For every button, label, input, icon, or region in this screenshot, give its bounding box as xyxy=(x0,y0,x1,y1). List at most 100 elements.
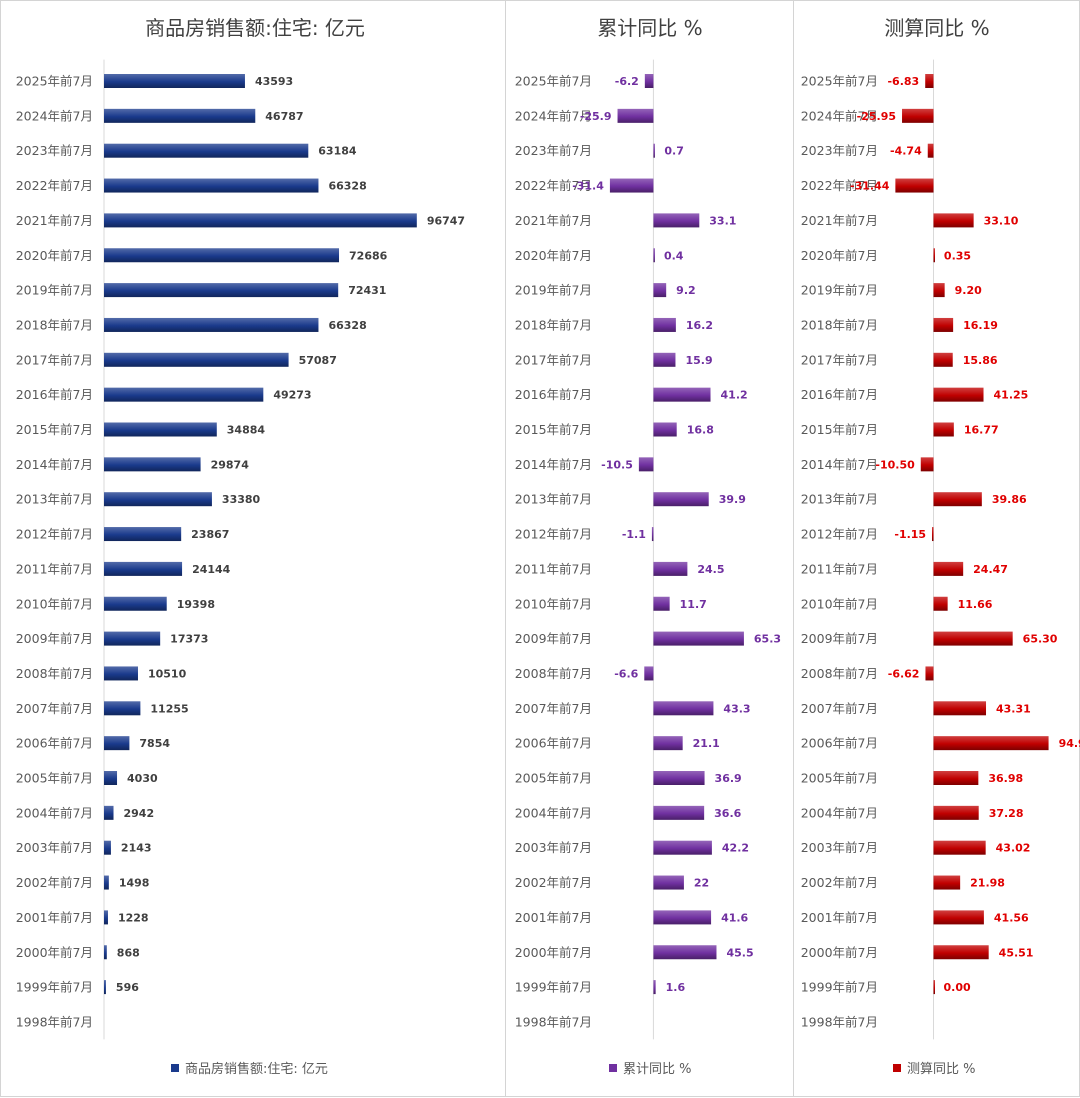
category-label: 2022年前7月 xyxy=(515,178,592,193)
category-label: 1999年前7月 xyxy=(801,980,878,995)
bar xyxy=(653,283,667,298)
data-label: 39.86 xyxy=(992,493,1027,506)
data-label: 9.20 xyxy=(955,284,982,297)
category-label: 2007年前7月 xyxy=(16,701,93,716)
bar xyxy=(104,248,340,263)
bar xyxy=(925,666,934,681)
category-label: 2012年前7月 xyxy=(801,527,878,542)
category-label: 2025年前7月 xyxy=(16,74,93,89)
category-label: 2014年前7月 xyxy=(16,457,93,472)
chart-sales-amount: 商品房销售额:住宅: 亿元 2025年前7月 43593 2024年前7月 46787 2… xyxy=(16,16,465,1077)
data-label: 41.25 xyxy=(994,389,1029,402)
data-label: 72431 xyxy=(348,284,386,297)
bar xyxy=(925,74,934,88)
bar xyxy=(104,561,183,576)
bar xyxy=(651,527,654,542)
bar xyxy=(653,631,744,646)
data-label: 41.2 xyxy=(721,389,748,402)
category-label: 2025年前7月 xyxy=(801,74,878,89)
category-label: 2025年前7月 xyxy=(515,74,592,89)
bar xyxy=(653,875,684,890)
bar xyxy=(104,736,130,751)
data-label: -10.50 xyxy=(875,458,915,471)
category-label: 2018年前7月 xyxy=(16,317,93,332)
data-label: 57087 xyxy=(299,354,337,367)
bar xyxy=(933,596,948,611)
category-label: 2006年前7月 xyxy=(16,736,93,751)
data-label: 15.86 xyxy=(963,354,998,367)
data-label: 0.35 xyxy=(944,249,971,262)
category-label: 2007年前7月 xyxy=(515,701,592,716)
data-label: 63184 xyxy=(318,145,357,158)
data-label: 11.66 xyxy=(958,598,993,611)
category-label: 2019年前7月 xyxy=(16,283,93,298)
category-label: 2018年前7月 xyxy=(801,317,878,332)
data-label: 16.77 xyxy=(964,424,999,437)
bar xyxy=(933,561,964,576)
bar xyxy=(104,701,141,716)
category-label: 2005年前7月 xyxy=(515,771,592,786)
bar xyxy=(104,143,309,158)
bar xyxy=(104,631,161,646)
bar xyxy=(104,213,417,228)
chart-cumulative-yoy: 累计同比 % 2025年前7月 -6.2 2024年前7月-25.9 2023年前7月 0… xyxy=(515,16,781,1077)
data-label: 10510 xyxy=(148,667,187,680)
data-label: 11.7 xyxy=(680,598,707,611)
category-label: 2022年前7月 xyxy=(801,178,878,193)
category-label: 2014年前7月 xyxy=(801,457,878,472)
category-label: 2001年前7月 xyxy=(515,910,592,925)
data-label: 1.6 xyxy=(666,981,686,994)
category-label: 2019年前7月 xyxy=(801,283,878,298)
bar xyxy=(932,527,934,542)
bar xyxy=(933,701,987,716)
category-label: 2024年前7月 xyxy=(16,108,93,123)
category-label: 2021年前7月 xyxy=(801,213,878,228)
chart-title: 测算同比 % xyxy=(884,16,989,40)
category-label: 2001年前7月 xyxy=(16,910,93,925)
bar xyxy=(644,666,654,681)
data-label: 17373 xyxy=(170,633,208,646)
bar xyxy=(653,945,717,960)
bar xyxy=(104,840,111,855)
bar xyxy=(653,840,712,855)
category-label: 2020年前7月 xyxy=(801,248,878,263)
category-label: 2016年前7月 xyxy=(16,387,93,402)
category-label: 2012年前7月 xyxy=(16,527,93,542)
legend-swatch xyxy=(893,1064,901,1072)
data-label: 22 xyxy=(694,877,709,890)
data-label: 23867 xyxy=(191,528,229,541)
bar xyxy=(933,875,961,890)
bar xyxy=(653,317,676,332)
bar xyxy=(617,108,654,123)
category-label: 2005年前7月 xyxy=(801,771,878,786)
data-label: 43.3 xyxy=(723,702,750,715)
bar xyxy=(653,248,655,263)
data-label: 24.5 xyxy=(697,563,724,576)
bar xyxy=(933,910,984,925)
legend-swatch xyxy=(609,1064,617,1072)
chart-title: 商品房销售额:住宅: 亿元 xyxy=(145,16,365,40)
bar xyxy=(933,317,954,332)
category-label: 2002年前7月 xyxy=(801,875,878,890)
bar xyxy=(933,805,979,820)
legend-label: 测算同比 % xyxy=(907,1062,976,1077)
category-label: 2024年前7月 xyxy=(801,108,878,123)
data-label: 4030 xyxy=(127,772,158,785)
category-label: 2015年前7月 xyxy=(16,422,93,437)
data-label: 34884 xyxy=(227,424,266,437)
bar xyxy=(104,875,109,890)
bar xyxy=(933,387,984,402)
data-label: 0.00 xyxy=(944,981,971,994)
data-label: 94.90 xyxy=(1059,737,1080,750)
bar xyxy=(653,596,670,611)
bar xyxy=(104,422,217,437)
category-label: 2010年前7月 xyxy=(16,596,93,611)
bar xyxy=(644,74,654,88)
data-label: 2942 xyxy=(124,807,155,820)
data-label: 43.31 xyxy=(996,702,1031,715)
bar xyxy=(933,248,935,263)
bar xyxy=(653,910,712,925)
bar xyxy=(933,980,935,995)
bar xyxy=(104,457,201,472)
bar xyxy=(653,805,705,820)
